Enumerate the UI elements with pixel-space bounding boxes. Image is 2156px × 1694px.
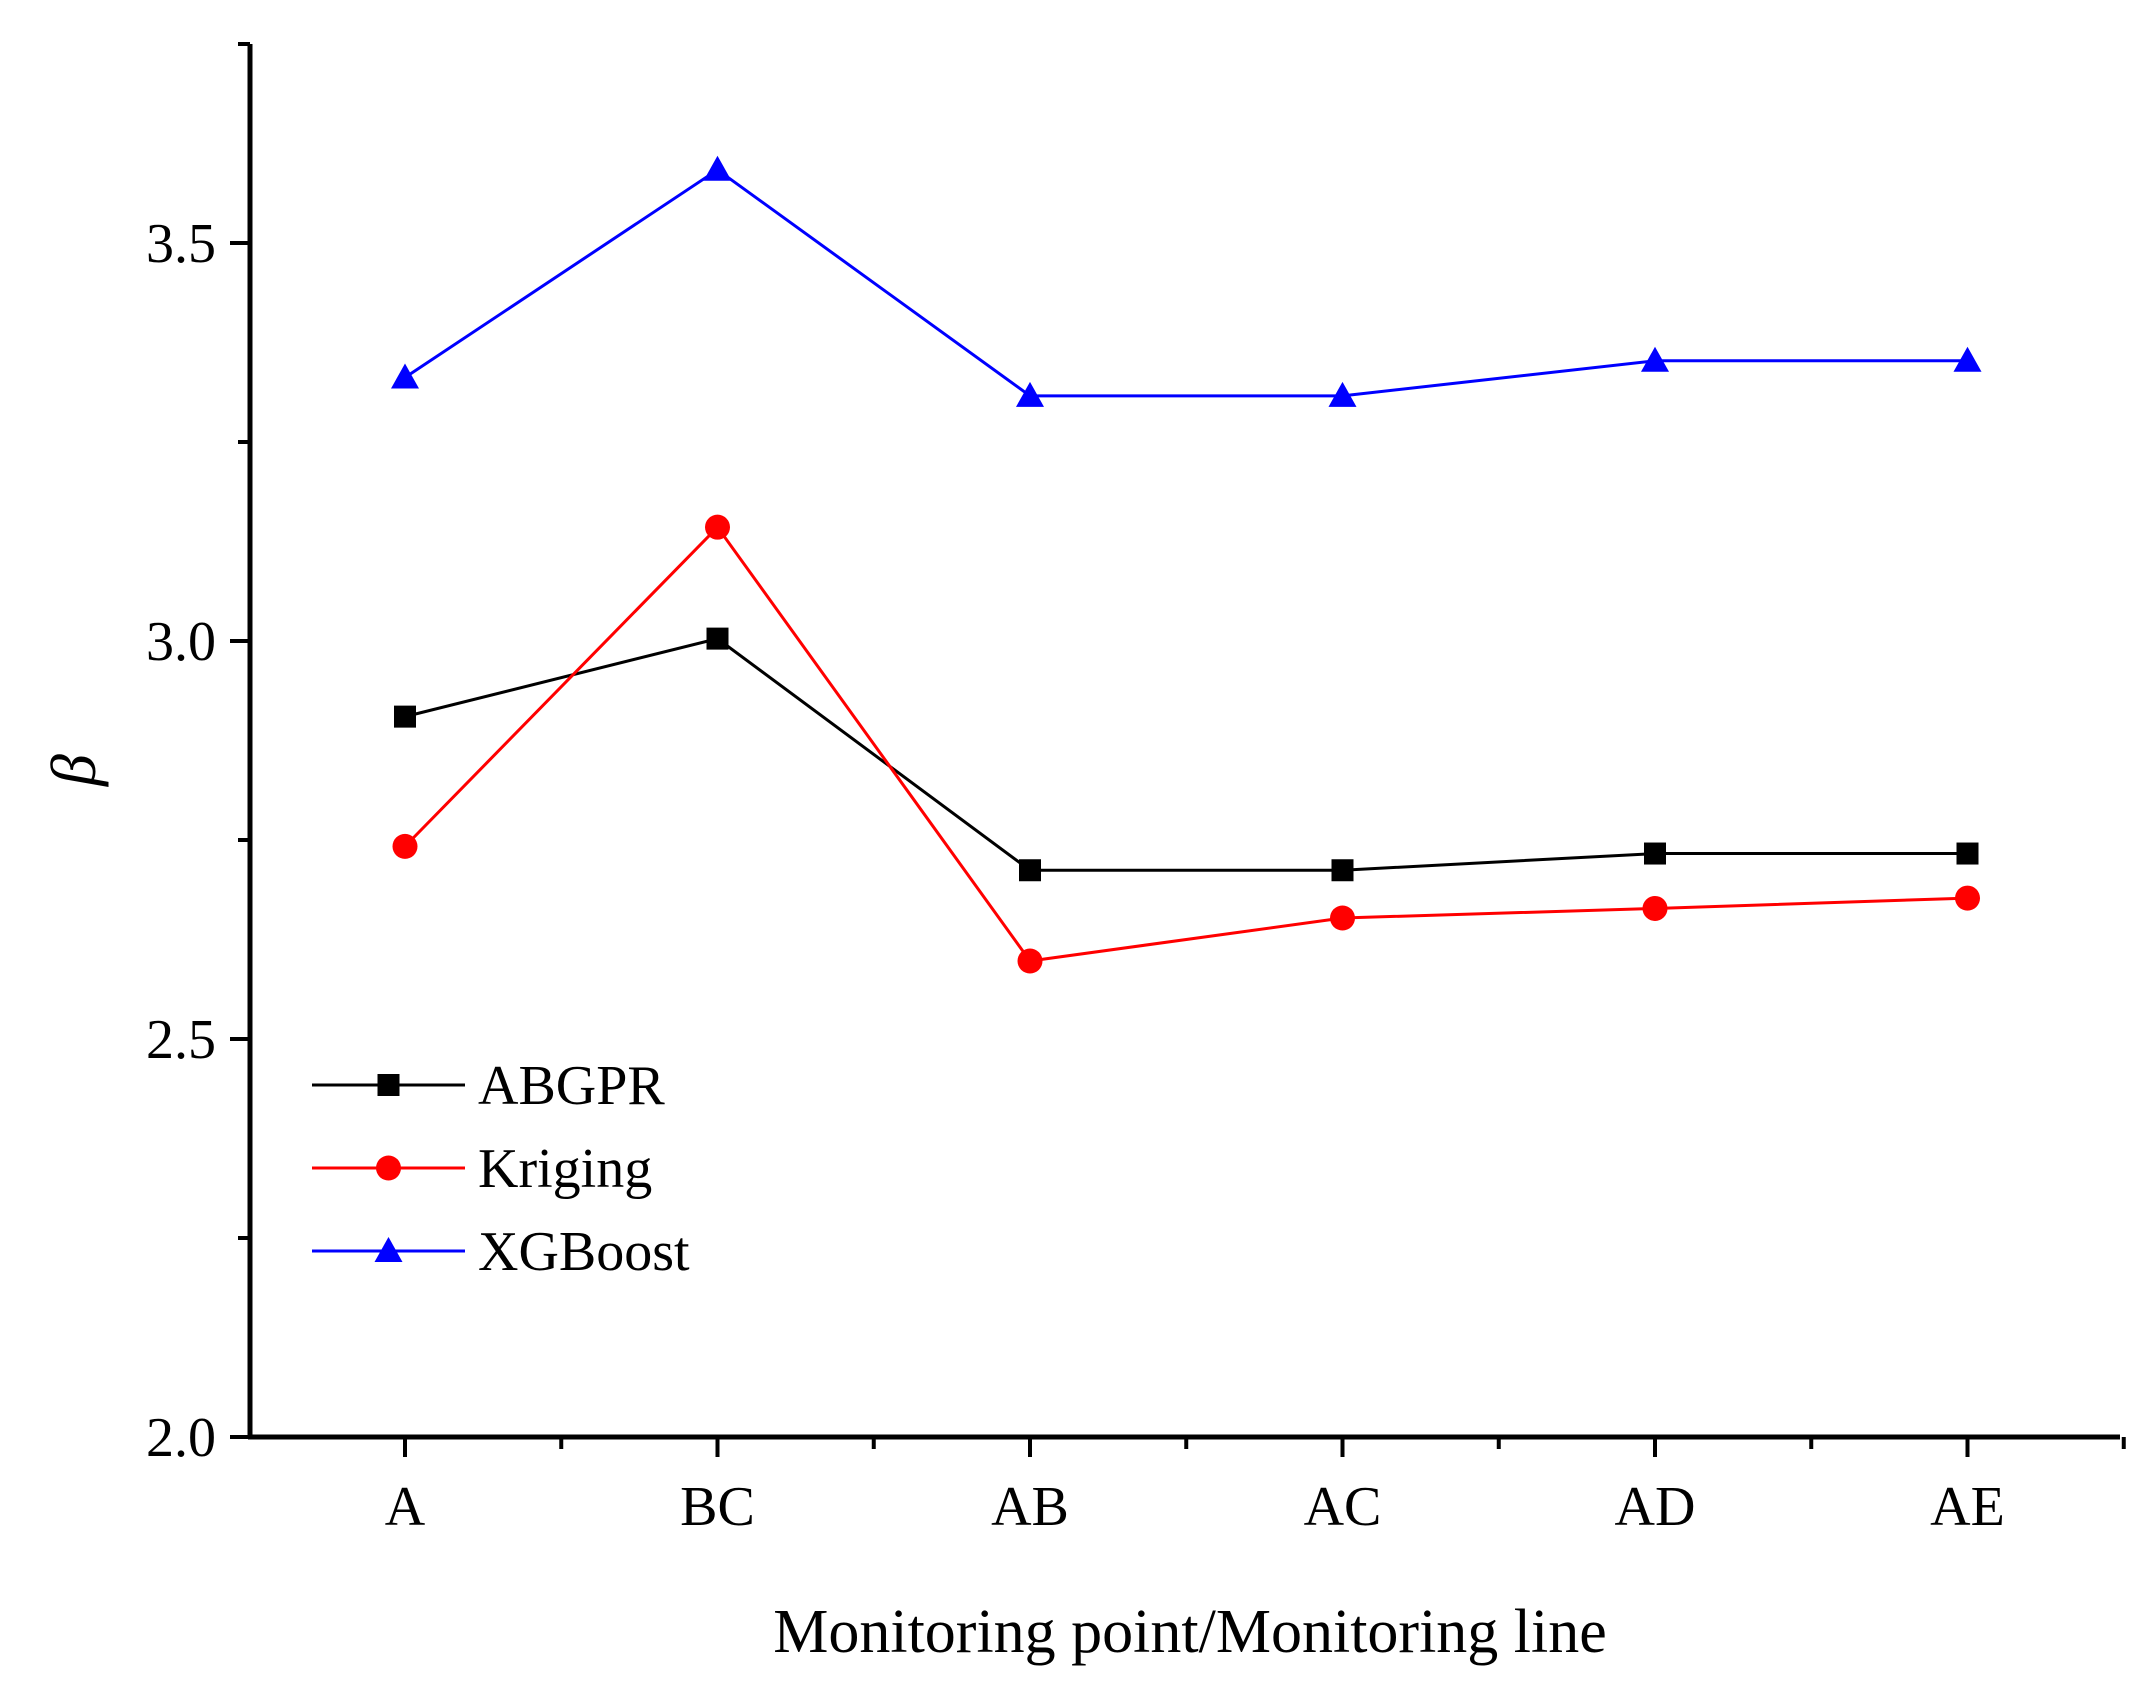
data-point: [703, 155, 732, 181]
y-tick-label: 3.0: [146, 611, 216, 673]
y-tick-label: 3.5: [146, 213, 216, 275]
data-point: [1955, 885, 1980, 911]
data-point: [705, 514, 730, 540]
series-abgpr: [394, 627, 1979, 882]
data-point: [1328, 381, 1357, 407]
x-tick-label: AC: [1304, 1476, 1382, 1538]
data-point: [1641, 346, 1669, 372]
series-xgboost: [391, 155, 1982, 407]
y-tick-label: 2.5: [146, 1009, 216, 1071]
series-line: [404, 167, 1968, 398]
data-point: [1019, 859, 1041, 882]
series-line: [403, 524, 1968, 963]
data-point: [1644, 842, 1666, 865]
legend-marker: [374, 1237, 403, 1262]
data-point: [1956, 842, 1979, 865]
x-tick-label: A: [385, 1476, 426, 1538]
data-point: [1017, 948, 1043, 974]
axes: 2.0 2.5 3.0 3.5 A BC AB AC AD AE: [146, 42, 2126, 1538]
data-point: [392, 833, 418, 859]
data-point: [1016, 381, 1044, 407]
data-point: [391, 363, 419, 389]
x-tick-label: BC: [680, 1476, 755, 1538]
data-point: [394, 705, 416, 728]
data-point: [1331, 859, 1354, 882]
x-tick-label: AD: [1615, 1476, 1696, 1538]
data-point: [706, 627, 729, 650]
x-tick-label: AE: [1930, 1476, 2005, 1538]
y-tick-label: 2.0: [146, 1407, 216, 1469]
legend-label: Kriging: [478, 1138, 652, 1200]
legend-label: ABGPR: [478, 1055, 665, 1117]
legend: ABGPR Kriging XGBoost: [312, 1055, 690, 1283]
data-point: [1642, 895, 1668, 921]
x-axis-title: Monitoring point/Monitoring line: [773, 1598, 1607, 1666]
series-layer: [391, 155, 1982, 974]
y-axis-title: β: [38, 754, 109, 788]
legend-item: Kriging: [312, 1138, 652, 1200]
legend-marker: [377, 1074, 400, 1096]
legend-marker: [376, 1155, 401, 1181]
legend-item: ABGPR: [312, 1055, 665, 1117]
legend-item: XGBoost: [312, 1221, 690, 1283]
series-kriging: [392, 514, 1980, 974]
x-tick-label: AB: [991, 1476, 1069, 1538]
data-point: [1330, 905, 1355, 931]
data-point: [1953, 346, 1982, 372]
series-line: [404, 636, 1968, 872]
legend-label: XGBoost: [478, 1221, 690, 1283]
